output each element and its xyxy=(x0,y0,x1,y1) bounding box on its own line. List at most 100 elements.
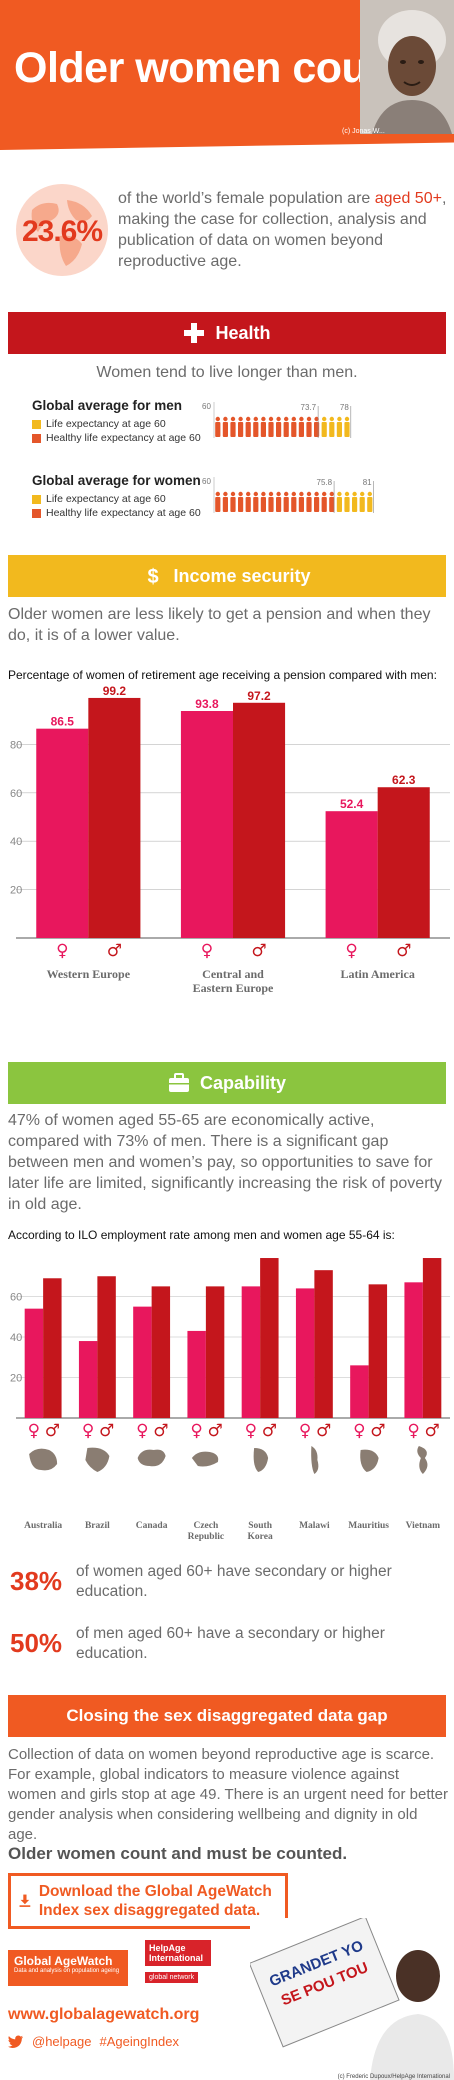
logo-gaw-text: Global AgeWatch xyxy=(14,1954,113,1968)
person-icon xyxy=(314,416,320,437)
poster-credit: (c) Frederic Dupoux/HelpAge Internationa… xyxy=(338,2074,450,2080)
gender-symbol: ♀ xyxy=(345,941,357,961)
ilo-chart-caption: According to ILO employment rate among m… xyxy=(8,1228,395,1242)
women-title: Global average for women xyxy=(32,473,201,488)
twitter-handle[interactable]: @helpage xyxy=(32,2034,92,2049)
bar xyxy=(404,1282,423,1418)
y-tick-label: 20 xyxy=(10,885,22,897)
person-body xyxy=(268,422,274,437)
website-link[interactable]: www.globalagewatch.org xyxy=(8,2006,200,2023)
person-icon xyxy=(352,491,358,512)
person-body xyxy=(344,497,350,512)
person-body xyxy=(215,497,221,512)
data-label: 99.2 xyxy=(103,686,127,698)
gender-symbol: ♂ xyxy=(207,1421,222,1441)
logo-help-text: HelpAge International xyxy=(145,1940,211,1966)
data-label: 93.8 xyxy=(195,697,219,711)
person-body xyxy=(329,497,335,512)
person-body xyxy=(245,422,251,437)
must-count-statement: Older women count and must be counted. xyxy=(8,1844,348,1863)
capability-section-header: Capability xyxy=(8,1062,446,1104)
person-body xyxy=(336,497,342,512)
logo-help-subtext: global network xyxy=(145,1972,199,1983)
person-icon xyxy=(283,491,289,512)
income-heading: Income security xyxy=(173,565,311,586)
bar xyxy=(233,702,286,938)
person-head xyxy=(230,491,236,497)
person-body xyxy=(344,422,350,437)
person-head xyxy=(215,416,220,422)
person-head xyxy=(352,491,357,497)
pension-chart-caption: Percentage of women of retirement age re… xyxy=(8,668,437,682)
bar xyxy=(314,1270,333,1418)
person-icon xyxy=(321,491,327,512)
bar xyxy=(180,711,233,938)
country-silhouette xyxy=(311,1446,319,1474)
legend-swatch-healthy xyxy=(32,508,41,518)
person-body xyxy=(306,497,312,512)
bar xyxy=(43,1278,62,1418)
category-label: Brazil xyxy=(85,1521,110,1531)
person-icon xyxy=(298,491,304,512)
stat-highlight: aged 50+ xyxy=(374,190,442,207)
country-silhouette xyxy=(191,1451,219,1467)
person-head xyxy=(261,416,266,422)
person-head xyxy=(344,416,350,422)
person-icon xyxy=(321,416,327,437)
person-icon xyxy=(245,416,251,437)
person-icon xyxy=(215,416,221,437)
bar xyxy=(350,1365,369,1418)
person-head xyxy=(276,491,281,497)
y-tick-label: 60 xyxy=(10,1292,22,1304)
global-agewatch-logo[interactable]: Global AgeWatch Data and analysis on pop… xyxy=(8,1950,128,1986)
person-head xyxy=(268,491,274,497)
person-body xyxy=(298,497,304,512)
stat-text-part: of the world’s female population are xyxy=(118,190,375,207)
medical-cross-icon xyxy=(184,323,205,343)
person-head xyxy=(329,416,334,422)
person-icon xyxy=(222,491,228,512)
person-body xyxy=(283,497,289,512)
category-label: South xyxy=(248,1521,272,1531)
person-icon xyxy=(291,491,297,512)
person-icon xyxy=(230,416,236,437)
person-icon xyxy=(253,491,259,512)
capability-heading: Capability xyxy=(199,1072,287,1093)
hashtag[interactable]: #AgeingIndex xyxy=(99,2034,179,2049)
health-section-header: Health xyxy=(8,312,446,354)
person-head xyxy=(246,416,251,422)
person-head xyxy=(268,416,274,422)
person-icon xyxy=(215,491,221,512)
download-button[interactable]: Download the Global AgeWatch Index sex d… xyxy=(8,1873,288,1929)
person-body xyxy=(276,497,282,512)
helpage-logo[interactable]: HelpAge International global network xyxy=(145,1940,211,1988)
person-head xyxy=(223,416,228,422)
person-icon xyxy=(314,491,320,512)
person-body xyxy=(336,422,342,437)
y-tick-label: 40 xyxy=(10,1332,22,1344)
person-body xyxy=(276,422,282,437)
person-body xyxy=(268,497,274,512)
category-label: Czech xyxy=(193,1521,219,1531)
gender-symbol: ♂ xyxy=(370,1421,385,1441)
person-icon xyxy=(230,491,236,512)
edu-women-text: of women aged 60+ have secondary or high… xyxy=(76,1563,392,1600)
person-icon xyxy=(238,416,244,437)
person-head xyxy=(284,416,289,422)
poster-photo: GRANDET YO SE POU TOU (c) Frederic Dupou… xyxy=(250,1918,454,2080)
category-label: Korea xyxy=(248,1532,273,1542)
income-text: Older women are less likely to get a pen… xyxy=(8,606,431,644)
men-life-chart: 60 73.7 78 xyxy=(202,402,352,438)
stat-text: of the world’s female population are age… xyxy=(118,188,450,272)
person-head xyxy=(367,491,372,497)
gender-symbol: ♀ xyxy=(28,1421,40,1441)
person-body xyxy=(260,422,266,437)
person-icon xyxy=(260,416,266,437)
edu-men-text: of men aged 60+ have a secondary or high… xyxy=(76,1625,385,1662)
twitter-icon[interactable] xyxy=(8,2035,24,2049)
person-head xyxy=(238,491,243,497)
person-icon xyxy=(238,491,244,512)
country-silhouette xyxy=(137,1449,166,1467)
gender-symbol: ♀ xyxy=(353,1421,365,1441)
bar xyxy=(422,1258,442,1418)
